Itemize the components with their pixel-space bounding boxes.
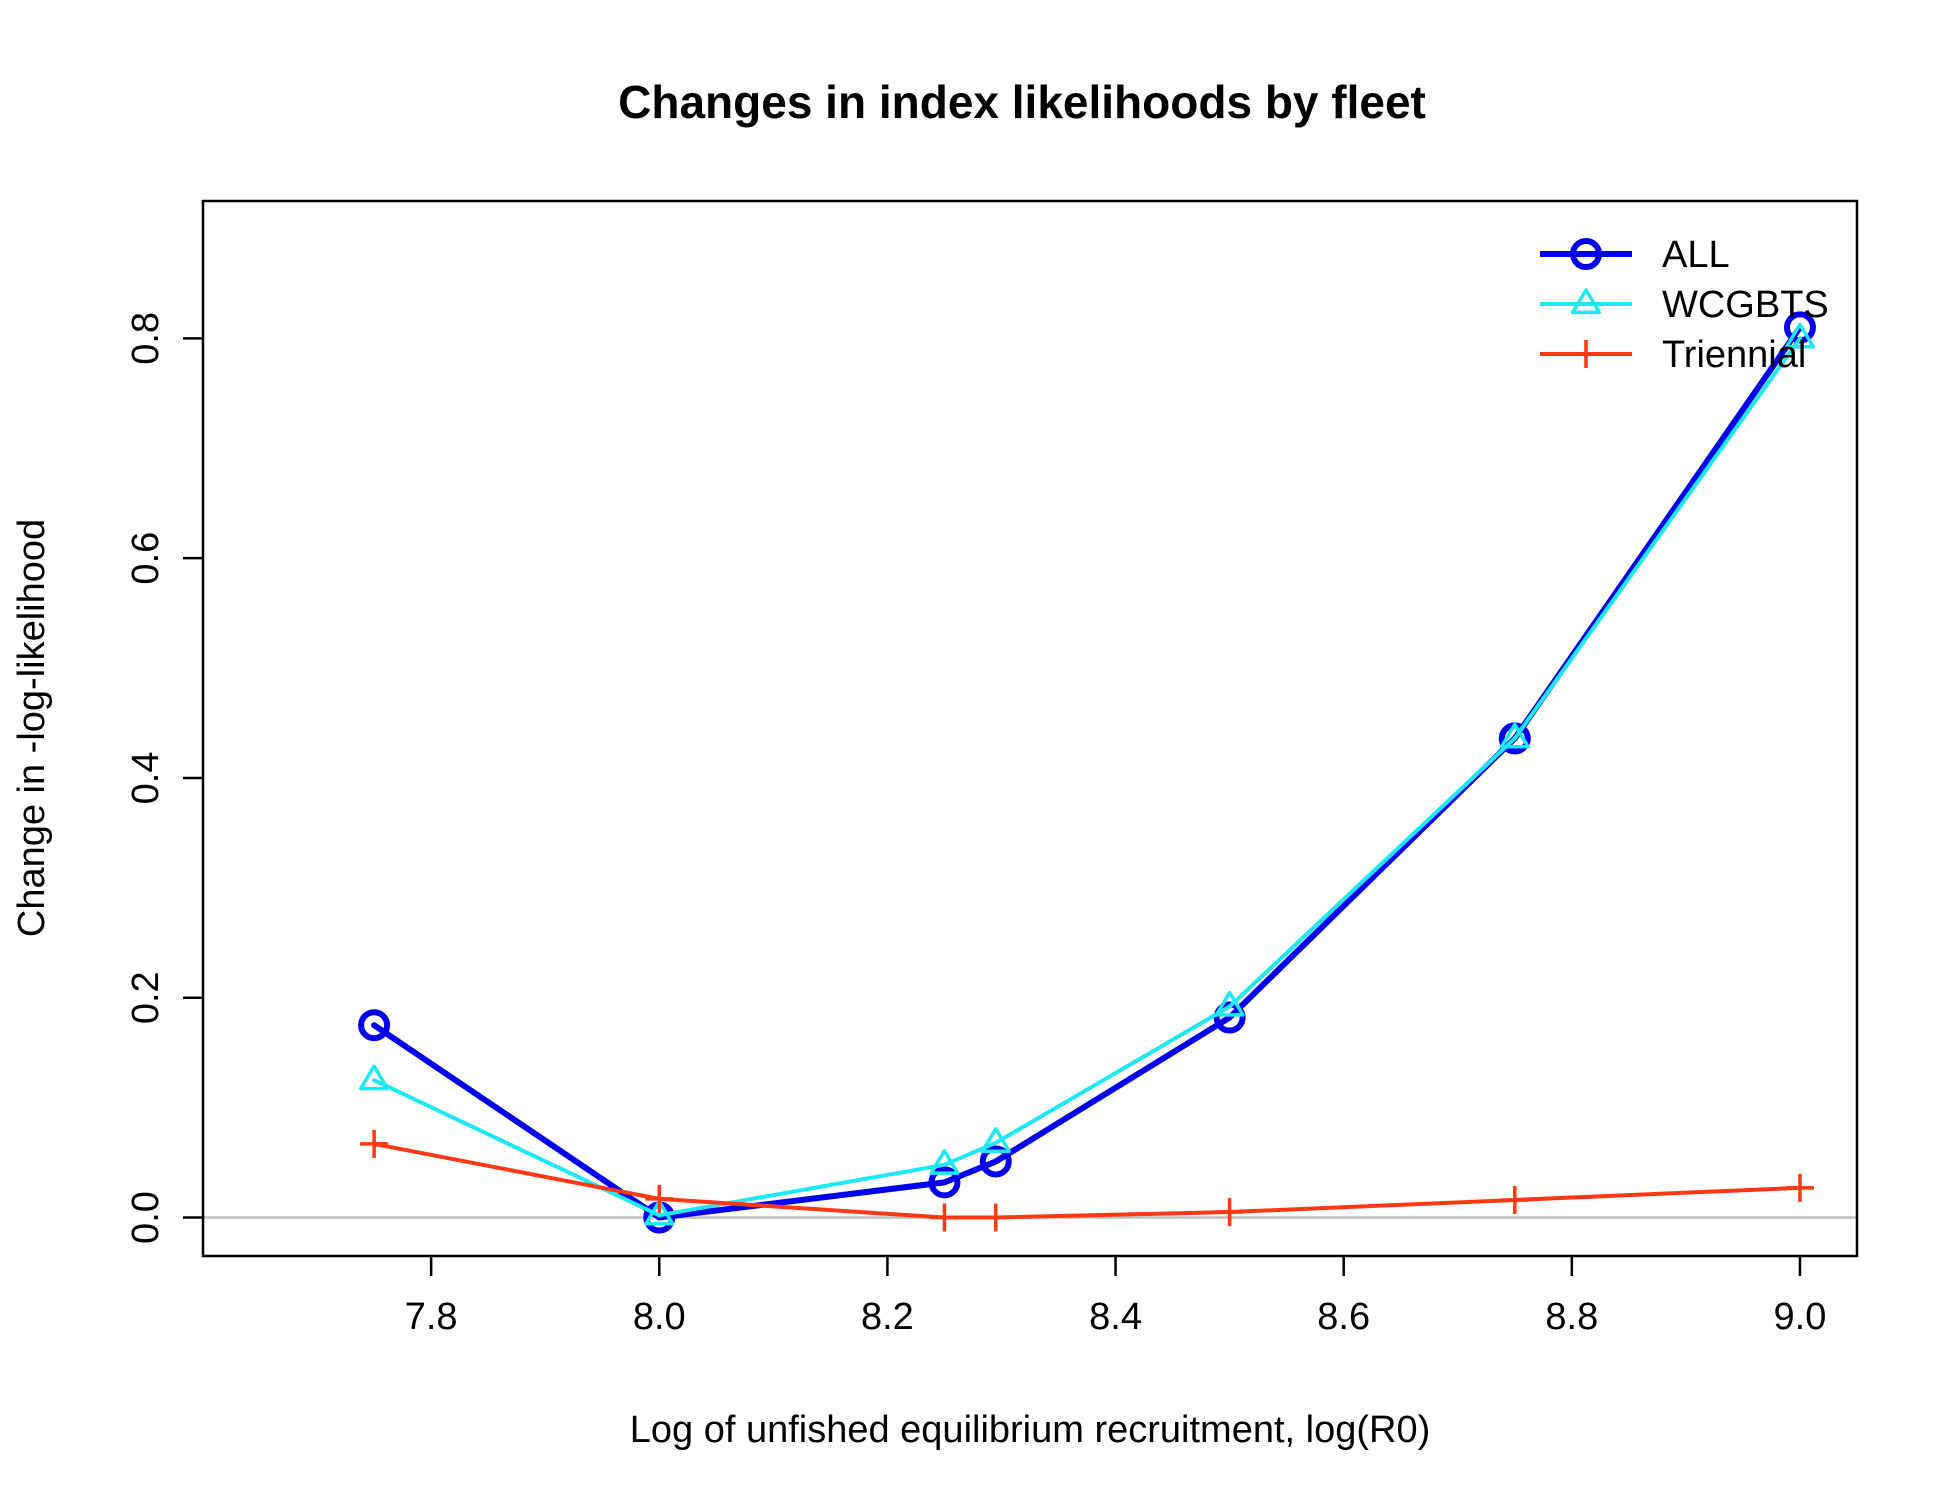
legend-item-wcgbts: WCGBTS [1540,284,1829,326]
legend-label-all: ALL [1662,234,1730,276]
legend-label-wcgbts: WCGBTS [1662,284,1829,326]
y-tick-label: 0.6 [125,532,167,585]
series-line-all [371,324,1803,1221]
data-point-all [358,1009,391,1042]
y-tick-label: 0.4 [125,752,167,805]
legend: ALL WCGBTS Triennial [1540,234,1829,376]
data-point-wcgbts [1499,722,1530,749]
data-point-all [979,1145,1012,1178]
data-point-wcgbts [644,1199,675,1226]
legend-label-triennial: Triennial [1662,334,1806,376]
data-point-triennial [1785,1173,1814,1202]
x-tick-label: 8.6 [1317,1296,1370,1338]
x-axis-label: Log of unfished equilibrium recruitment,… [630,1409,1431,1451]
legend-item-triennial: Triennial [1540,334,1806,376]
legend-item-all: ALL [1540,234,1730,276]
plot-area [203,311,1857,1234]
series-line-wcgbts [372,336,1802,1218]
series-triennial [360,1129,1814,1232]
legend-marker-triennial [1572,340,1600,368]
data-point-triennial [360,1129,389,1158]
y-tick-label: 0.8 [125,312,167,365]
chart-title: Changes in index likelihoods by fleet [618,76,1426,128]
data-point-triennial [981,1203,1010,1232]
y-tick-label: 0.0 [125,1191,167,1244]
series-all [358,311,1816,1234]
legend-marker-all [1570,238,1602,270]
data-point-wcgbts [1214,990,1245,1017]
data-point-wcgbts [359,1064,390,1091]
y-axis-label: Change in -log-likelihood [11,519,53,937]
plot-frame [201,199,1859,1258]
data-point-all [928,1166,961,1199]
x-tick-label: 8.8 [1545,1296,1598,1338]
data-point-triennial [930,1203,959,1232]
x-tick-label: 7.8 [405,1296,458,1338]
x-tick-label: 9.0 [1774,1296,1827,1338]
data-point-triennial [1500,1185,1529,1214]
data-point-wcgbts [1784,322,1816,349]
data-point-triennial [645,1184,674,1213]
x-tick-label: 8.0 [633,1296,686,1338]
data-point-wcgbts [929,1149,960,1175]
y-tick-label: 0.2 [125,971,167,1024]
x-tick-label: 8.2 [861,1296,914,1338]
series-wcgbts [359,322,1816,1226]
data-point-wcgbts [980,1127,1011,1153]
data-point-triennial [1215,1198,1244,1227]
legend-marker-wcgbts [1570,288,1602,315]
x-tick-label: 8.4 [1089,1296,1142,1338]
